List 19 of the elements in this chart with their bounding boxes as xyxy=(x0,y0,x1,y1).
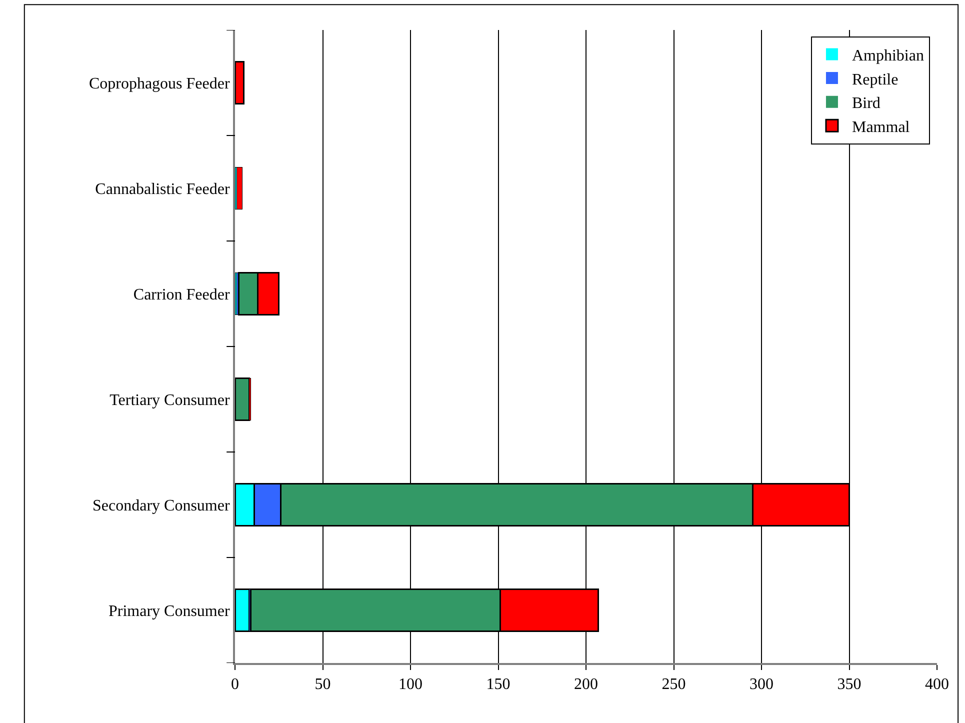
y-tick-label: Carrion Feeder xyxy=(133,286,230,304)
x-tick-label: 50 xyxy=(314,676,331,694)
x-tick-label: 350 xyxy=(837,676,862,694)
x-tick-label: 150 xyxy=(486,676,510,694)
x-tick-label: 200 xyxy=(574,676,598,694)
x-tick-label: 300 xyxy=(750,676,774,694)
x-tick-label: 400 xyxy=(925,676,949,694)
y-tick-label: Cannabalistic Feeder xyxy=(95,180,230,198)
y-tick-label: Coprophagous Feeder xyxy=(88,75,230,92)
x-tick-label: 250 xyxy=(662,676,686,694)
legend-label: Reptile xyxy=(852,71,898,88)
legend-label: Mammal xyxy=(852,118,910,136)
y-tick-label: Tertiary Consumer xyxy=(110,392,230,409)
legend-label: Amphibian xyxy=(852,47,924,64)
y-tick-label: Primary Consumer xyxy=(108,602,230,620)
x-tick-label: 100 xyxy=(398,676,422,694)
x-tick-label: 0 xyxy=(231,676,239,694)
y-tick-label: Secondary Consumer xyxy=(92,497,230,514)
legend-label: Bird xyxy=(852,95,880,112)
